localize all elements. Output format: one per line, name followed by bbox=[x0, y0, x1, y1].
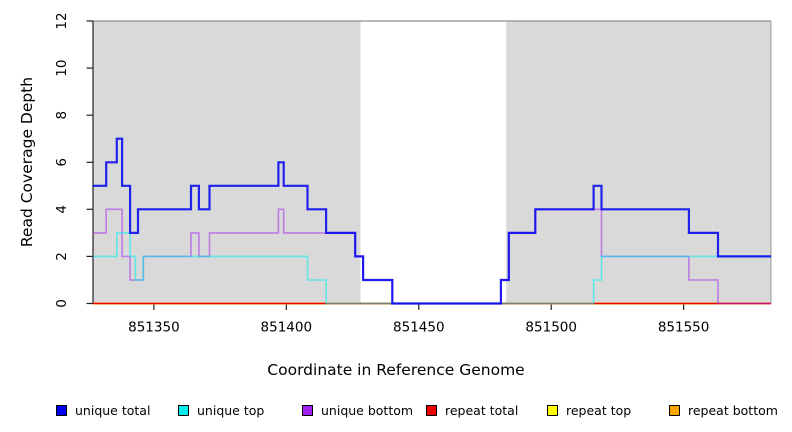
coverage-region-shade bbox=[93, 21, 361, 304]
legend-item-unique-bottom: unique bottom bbox=[302, 401, 413, 419]
y-tick-label: 12 bbox=[54, 12, 70, 29]
x-tick-label: 851400 bbox=[261, 320, 313, 336]
legend-label: repeat bottom bbox=[688, 402, 778, 418]
legend-label: unique top bbox=[197, 402, 265, 418]
legend-label: unique bottom bbox=[321, 402, 414, 418]
y-tick-label: 0 bbox=[54, 299, 70, 308]
legend-swatch-unique-bottom bbox=[302, 404, 313, 416]
y-tick-label: 2 bbox=[54, 252, 70, 261]
legend-item-repeat-total: repeat total bbox=[426, 401, 518, 419]
x-axis-title: Coordinate in Reference Genome bbox=[267, 361, 525, 379]
legend-swatch-repeat-top bbox=[547, 404, 558, 416]
y-tick-label: 8 bbox=[54, 111, 70, 120]
legend-item-repeat-bottom: repeat bottom bbox=[669, 401, 778, 419]
series-line-unique-total bbox=[93, 137, 771, 305]
y-tick-label: 4 bbox=[54, 205, 70, 214]
y-tick-label: 10 bbox=[54, 60, 70, 77]
legend-swatch-unique-top bbox=[178, 404, 189, 416]
x-tick-label: 851450 bbox=[393, 320, 445, 336]
legend-item-repeat-top: repeat top bbox=[547, 401, 631, 419]
legend-item-unique-top: unique top bbox=[178, 401, 264, 419]
coverage-region-shade bbox=[506, 21, 771, 304]
legend-item-unique-total: unique total bbox=[56, 401, 150, 419]
legend-swatch-repeat-total bbox=[426, 404, 437, 416]
legend-swatch-repeat-bottom bbox=[669, 404, 680, 416]
legend-label: repeat total bbox=[445, 402, 519, 418]
series-line-unique-top bbox=[93, 232, 771, 305]
legend-label: unique total bbox=[75, 402, 151, 418]
x-tick-label: 851550 bbox=[658, 320, 710, 336]
legend: unique total unique top unique bottom repea… bbox=[0, 401, 792, 421]
legend-swatch-unique-total bbox=[56, 404, 67, 416]
x-tick-label: 851500 bbox=[525, 320, 577, 336]
legend-label: repeat top bbox=[566, 402, 632, 418]
y-axis-title: Read Coverage Depth bbox=[18, 76, 36, 248]
x-tick-label: 851350 bbox=[128, 320, 180, 336]
y-tick-label: 6 bbox=[54, 158, 70, 167]
